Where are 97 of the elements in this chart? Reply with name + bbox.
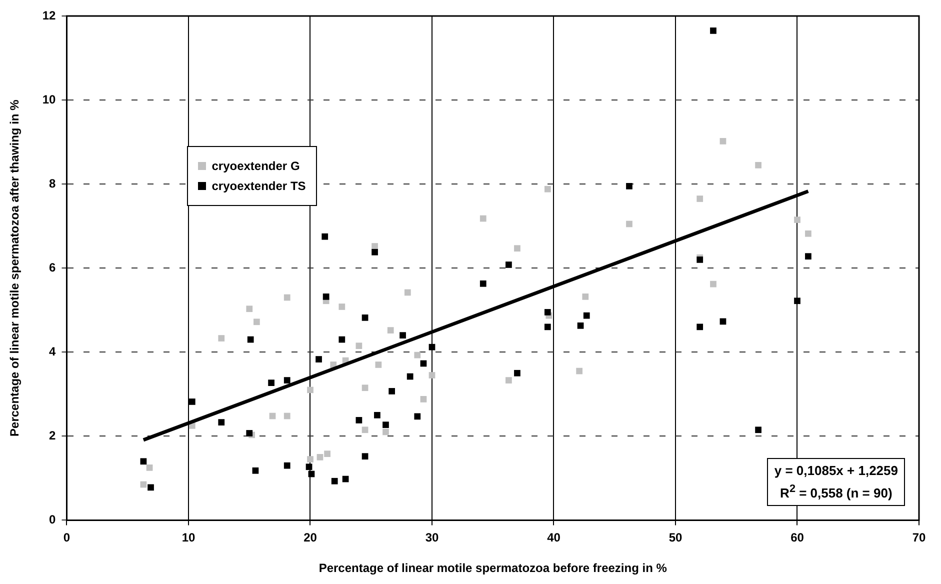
point <box>362 384 368 392</box>
legend-label: cryoextender G <box>212 159 300 173</box>
point <box>375 362 382 368</box>
x-tick-label: 0 <box>63 530 70 545</box>
point <box>284 377 290 384</box>
point <box>696 324 704 330</box>
point <box>268 380 274 386</box>
point <box>362 314 368 321</box>
point <box>805 230 812 237</box>
y-axis-title: Percentage of linear motile spermatozoa after thawing in % <box>8 99 22 436</box>
point <box>696 256 704 263</box>
point <box>382 428 389 436</box>
point <box>307 386 314 394</box>
point <box>284 412 290 420</box>
point <box>428 372 436 378</box>
point <box>284 462 290 469</box>
y-tick-label: 2 <box>49 428 56 442</box>
point <box>218 419 225 426</box>
point <box>514 245 520 252</box>
point <box>218 335 225 342</box>
y-tick-label: 8 <box>49 176 56 190</box>
point <box>247 336 254 343</box>
point <box>246 306 253 312</box>
y-tick-label: 6 <box>49 260 56 274</box>
point <box>387 327 394 334</box>
point <box>696 196 704 202</box>
point <box>372 248 378 256</box>
point <box>338 304 346 310</box>
point <box>372 243 378 250</box>
point <box>577 322 584 329</box>
point <box>710 28 716 34</box>
x-tick-label: 50 <box>668 530 682 545</box>
point <box>252 467 259 474</box>
point <box>794 216 800 223</box>
x-tick-label: 70 <box>912 530 926 545</box>
point <box>331 478 338 484</box>
point <box>626 182 632 190</box>
point <box>362 426 368 434</box>
point <box>755 426 762 434</box>
point <box>356 417 362 424</box>
point <box>506 377 512 384</box>
point <box>307 456 314 462</box>
annotation: y = 0,1085x + 1,2259 <box>774 463 898 478</box>
point <box>146 464 153 471</box>
point <box>246 430 253 436</box>
point <box>414 352 421 358</box>
point <box>338 336 346 343</box>
point <box>322 233 328 240</box>
point <box>480 215 486 222</box>
point <box>356 342 362 350</box>
point <box>544 186 551 192</box>
point <box>140 458 147 465</box>
point <box>720 138 726 144</box>
x-tick-label: 20 <box>304 530 318 545</box>
point <box>506 262 512 268</box>
point <box>583 312 590 319</box>
y-tick-label: 12 <box>42 8 56 22</box>
y-tick-label: 4 <box>49 344 56 358</box>
point <box>626 220 632 228</box>
point <box>755 162 762 168</box>
point <box>306 464 312 470</box>
point <box>148 484 154 491</box>
point <box>382 422 389 428</box>
y-tick-label: 0 <box>49 512 56 527</box>
point <box>794 298 800 304</box>
x-axis-title: Percentage of linear motile spermatozoa before freezing in % <box>318 561 668 576</box>
point <box>404 289 411 296</box>
point <box>420 396 427 402</box>
point <box>324 450 330 457</box>
point <box>362 453 368 460</box>
point <box>316 454 324 460</box>
legend-label: cryoextender TS <box>212 179 306 193</box>
point <box>388 388 396 394</box>
point <box>428 344 436 350</box>
point <box>284 294 290 301</box>
point <box>710 280 716 288</box>
x-tick-label: 30 <box>425 530 439 545</box>
x-tick-label: 10 <box>182 530 196 545</box>
point <box>582 293 589 300</box>
point <box>316 356 322 362</box>
x-tick-label: 40 <box>547 530 561 545</box>
point <box>400 332 406 339</box>
x-tick-label: 60 <box>790 530 804 545</box>
point <box>188 398 196 405</box>
point <box>414 413 421 420</box>
point <box>544 324 551 330</box>
point <box>805 253 812 260</box>
point <box>322 293 330 300</box>
point <box>374 412 380 418</box>
point <box>253 318 260 326</box>
point <box>576 368 582 374</box>
point <box>406 373 414 380</box>
annotation: R$^{2}$ = 0,558 (n = 90) <box>780 483 892 500</box>
point <box>514 370 520 376</box>
y-tick-label: 10 <box>42 92 56 106</box>
point <box>480 280 486 287</box>
point <box>544 309 551 316</box>
